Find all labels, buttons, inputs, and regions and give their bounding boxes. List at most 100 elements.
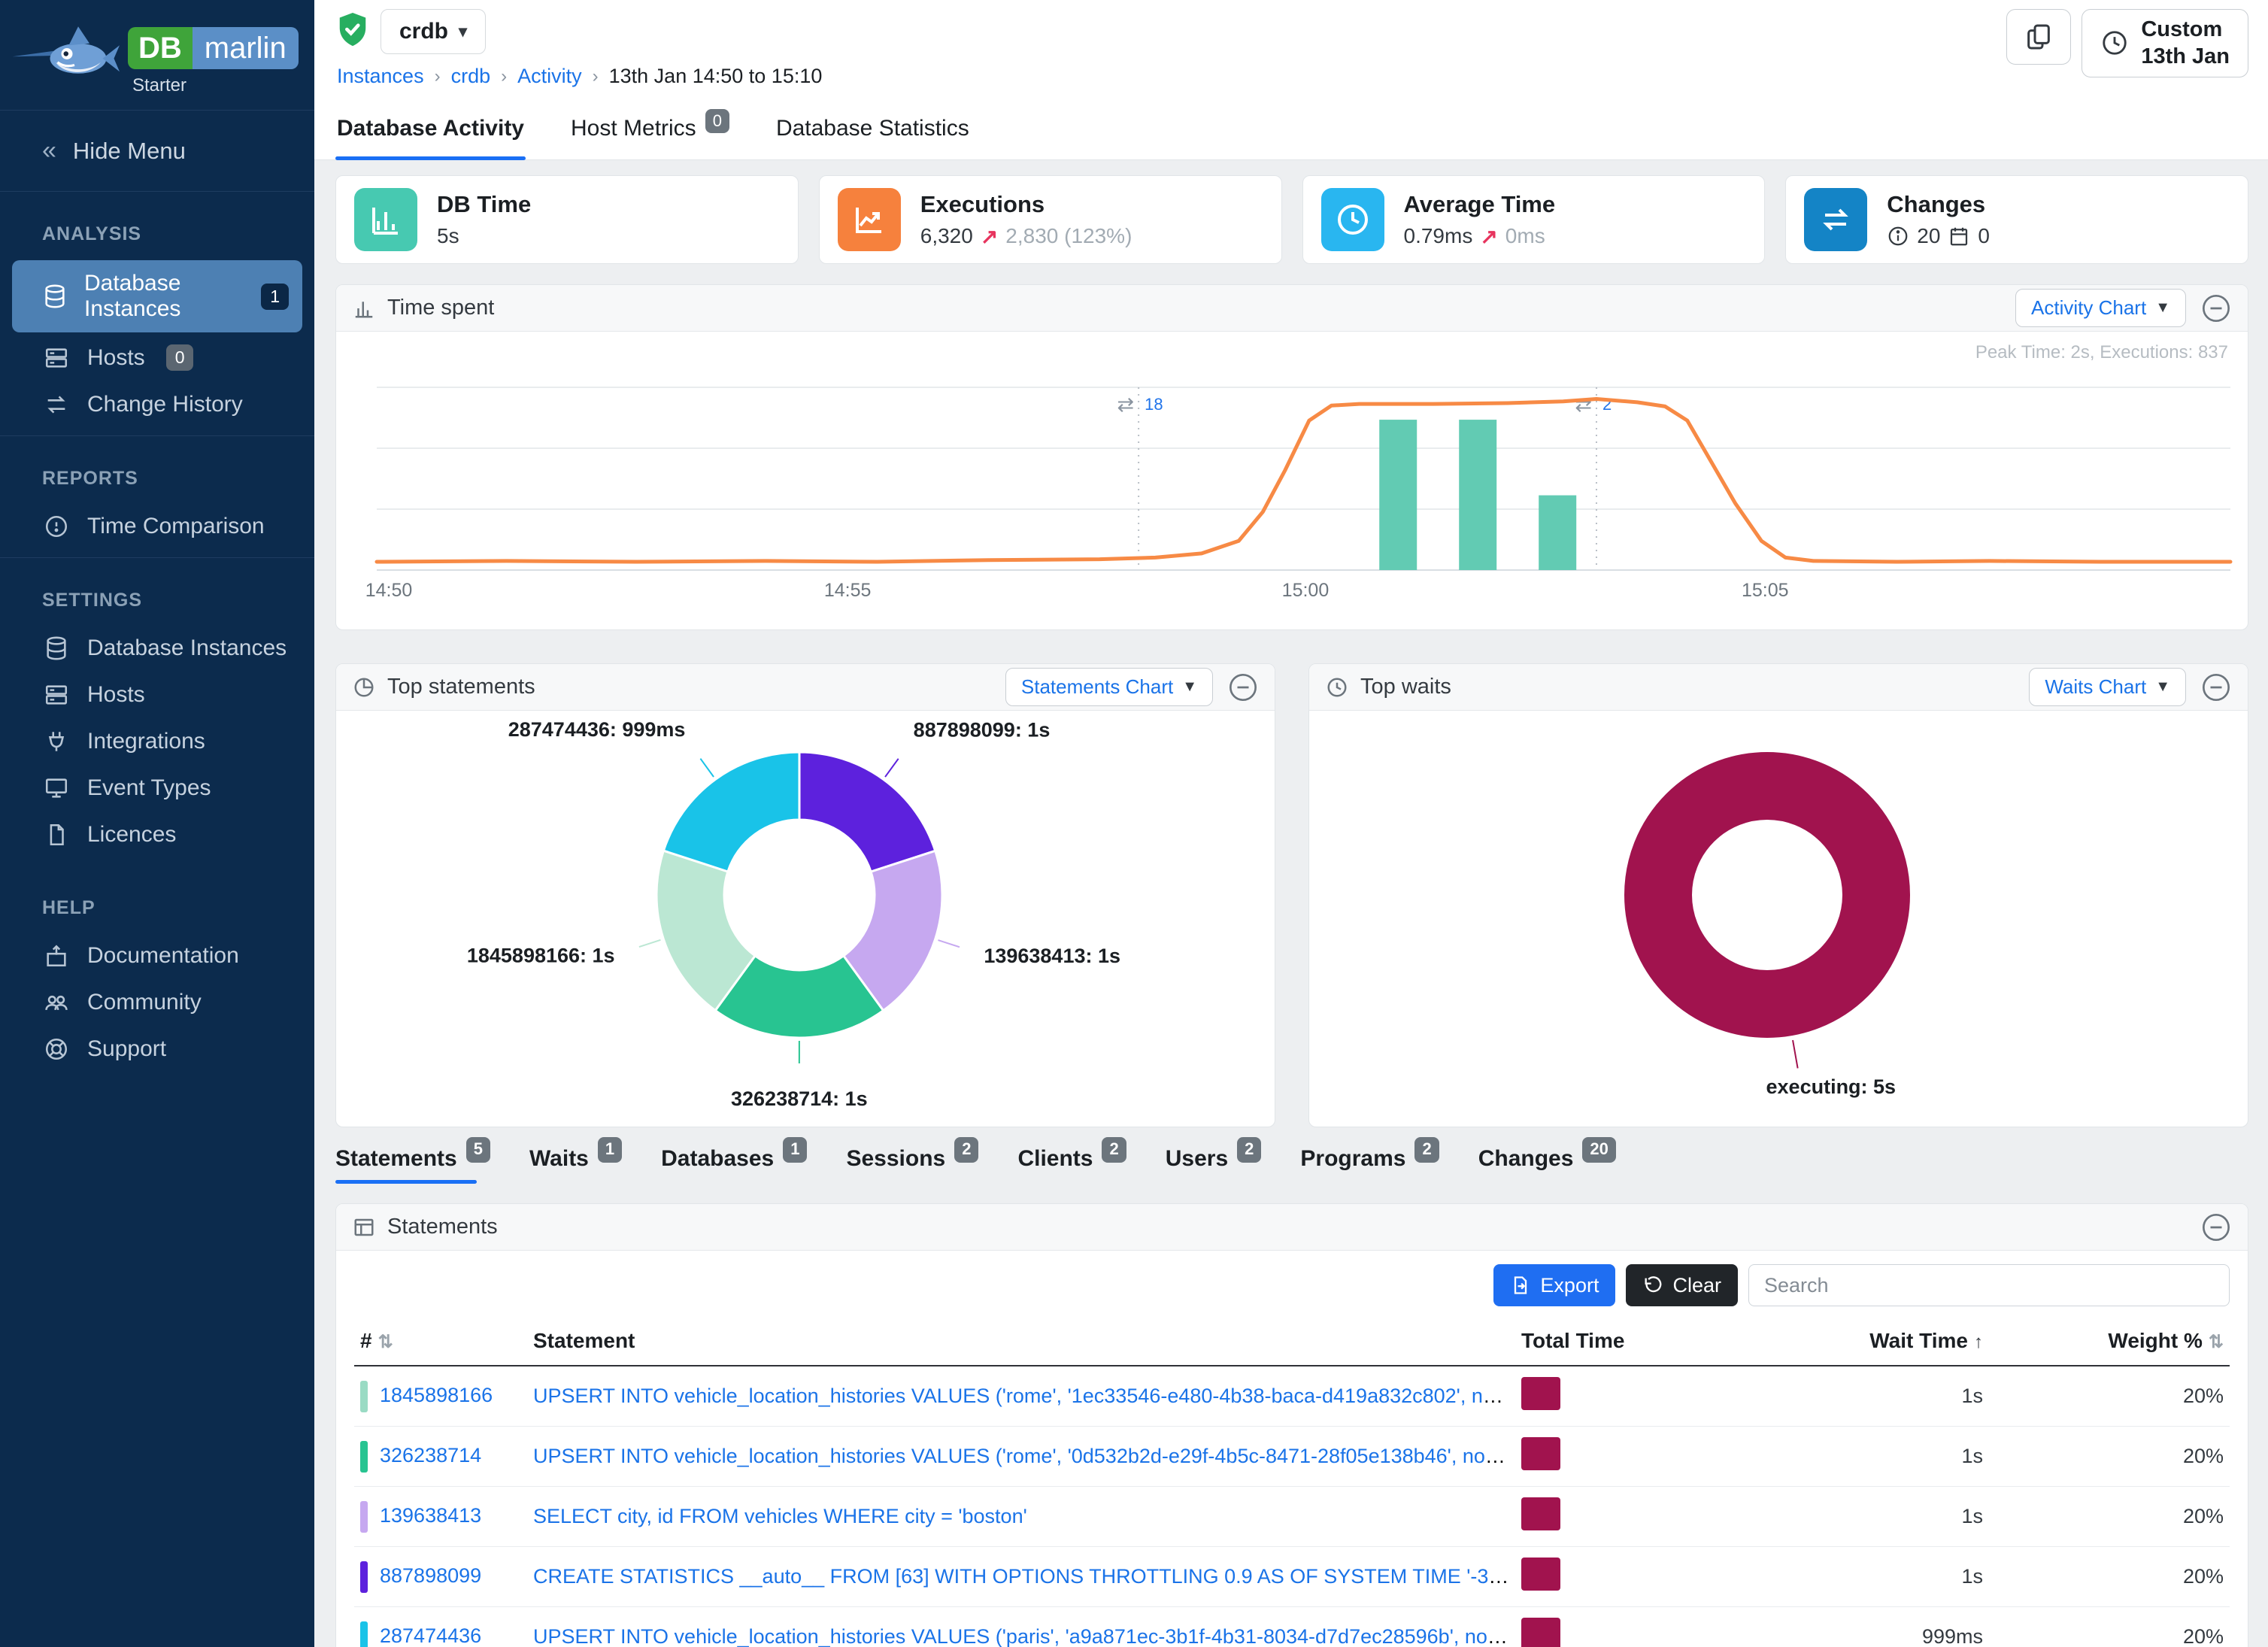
executions-bar[interactable] — [1459, 420, 1497, 570]
activity-chart-dropdown[interactable]: Activity Chart ▼ — [2015, 289, 2186, 327]
breadcrumb-activity[interactable]: Activity — [517, 65, 582, 87]
database-icon — [42, 635, 71, 661]
x-axis-tick: 14:50 — [365, 580, 413, 601]
statement-sql-link[interactable]: CREATE STATISTICS __auto__ FROM [63] WIT… — [533, 1565, 1515, 1588]
chevron-down-icon: ▼ — [2155, 299, 2170, 316]
statement-id-link[interactable]: 1845898166 — [380, 1383, 493, 1406]
table-row: 287474436 UPSERT INTO vehicle_location_hi… — [354, 1606, 2230, 1647]
instance-selector[interactable]: crdb ▾ — [381, 9, 487, 54]
donut-slice-287474436[interactable] — [662, 751, 801, 873]
tab-users[interactable]: Users 2 — [1166, 1137, 1262, 1184]
kpi-db-time: DB Time 5s — [335, 175, 799, 264]
tab-databases[interactable]: Databases 1 — [661, 1137, 808, 1184]
total-time-bar — [1521, 1437, 1560, 1470]
main-area: crdb ▾ Instances › crdb › Activity › 13th Jan … — [314, 0, 2268, 1647]
time-range-button[interactable]: Custom 13th Jan — [2082, 9, 2248, 77]
column-header-total-time: Total Time — [1515, 1317, 1763, 1366]
sidebar-item-change-history[interactable]: Change History — [0, 381, 314, 428]
column-header-weight-[interactable]: Weight % ⇅ — [1989, 1317, 2230, 1366]
activity-chart-svg: ⇄ 18 ⇄ 2 14:50 14:55 15:00 15:05 — [365, 387, 2233, 601]
activity-chart[interactable]: Peak Time: 2s, Executions: 837 ⇄ 18 ⇄ 2 14:5… — [336, 332, 2248, 629]
export-button[interactable]: Export — [1493, 1264, 1616, 1306]
statement-color-chip — [360, 1561, 368, 1593]
donut-slice-executing[interactable] — [1624, 752, 1910, 1038]
logo[interactable]: DB marlin Starter — [0, 0, 314, 110]
brand-marlin: marlin — [192, 27, 299, 69]
donut-slice-887898099[interactable] — [798, 751, 937, 874]
sidebar-item-time-comparison[interactable]: Time Comparison — [0, 503, 314, 550]
breadcrumb-crdb[interactable]: crdb — [450, 65, 491, 87]
tab-database-activity[interactable]: Database Activity — [335, 116, 526, 160]
executions-bar[interactable] — [1539, 495, 1577, 570]
executions-bar[interactable] — [1379, 420, 1418, 570]
change-marker-icon[interactable]: ⇄ — [1117, 393, 1134, 416]
collapse-panel-button[interactable] — [1228, 672, 1258, 702]
change-marker-icon[interactable]: ⇄ — [1575, 393, 1592, 416]
tab-sessions[interactable]: Sessions 2 — [846, 1137, 979, 1184]
statement-id-link[interactable]: 887898099 — [380, 1564, 482, 1587]
sidebar-item-community[interactable]: Community — [0, 979, 314, 1026]
donut-slice-1845898166[interactable] — [655, 849, 757, 1012]
weight-value: 20% — [1989, 1486, 2230, 1547]
waits-chart-dropdown[interactable]: Waits Chart ▼ — [2029, 668, 2186, 706]
count-badge: 20 — [1582, 1137, 1616, 1163]
tab-programs[interactable]: Programs 2 — [1300, 1137, 1439, 1184]
sidebar-item-licences[interactable]: Licences — [0, 811, 314, 858]
sidebar-item-database-instances[interactable]: Database Instances 1 — [12, 260, 302, 332]
statement-id-link[interactable]: 326238714 — [380, 1443, 482, 1467]
count-badge: 0 — [705, 109, 729, 133]
donut-slice-326238714[interactable] — [714, 954, 885, 1039]
tab-changes[interactable]: Changes 20 — [1478, 1137, 1616, 1184]
sidebar-item-integrations[interactable]: Integrations — [0, 718, 314, 765]
trend-up-icon: ↗ — [980, 224, 999, 248]
breadcrumb-instances[interactable]: Instances — [337, 65, 424, 87]
donut-slice-139638413[interactable] — [841, 849, 944, 1012]
tab-statements[interactable]: Statements 5 — [335, 1137, 490, 1184]
collapse-panel-button[interactable] — [2201, 293, 2231, 323]
statement-sql-link[interactable]: UPSERT INTO vehicle_location_histories V… — [533, 1445, 1515, 1467]
clear-button[interactable]: Clear — [1626, 1264, 1738, 1306]
weight-value: 20% — [1989, 1546, 2230, 1607]
column-header-wait-time[interactable]: Wait Time ↑ — [1763, 1317, 1989, 1366]
breadcrumb: Instances › crdb › Activity › 13th Jan 14:50 t… — [337, 65, 822, 88]
sidebar-item-documentation[interactable]: Documentation — [0, 933, 314, 979]
count-badge: 1 — [783, 1137, 808, 1163]
statement-sql-link[interactable]: SELECT city, id FROM vehicles WHERE city… — [533, 1505, 1027, 1527]
bar-chart-icon — [353, 297, 375, 320]
tab-clients[interactable]: Clients 2 — [1017, 1137, 1126, 1184]
statement-sql-link[interactable]: UPSERT INTO vehicle_location_histories V… — [533, 1625, 1515, 1647]
statement-sql-link[interactable]: UPSERT INTO vehicle_location_histories V… — [533, 1385, 1515, 1407]
collapse-left-icon: « — [42, 136, 56, 165]
sidebar-item-hosts[interactable]: Hosts — [0, 672, 314, 718]
plug-icon — [42, 729, 71, 754]
sidebar-item-label: Licences — [87, 822, 177, 847]
column-header--[interactable]: # ⇅ — [354, 1317, 527, 1366]
sidebar-section-reports: REPORTS Time Comparison — [0, 436, 314, 557]
tab-waits[interactable]: Waits 1 — [529, 1137, 623, 1184]
collapse-panel-button[interactable] — [2201, 1212, 2231, 1242]
hide-menu-button[interactable]: « Hide Menu — [0, 111, 314, 191]
sort-icon[interactable]: ↑ — [1974, 1332, 1983, 1352]
sidebar-item-event-types[interactable]: Event Types — [0, 765, 314, 811]
panel-title: Top statements — [387, 675, 535, 699]
table-icon — [353, 1216, 375, 1239]
statement-id-link[interactable]: 287474436 — [380, 1624, 482, 1647]
statement-id-link[interactable]: 139638413 — [380, 1503, 482, 1527]
copy-link-button[interactable] — [2006, 9, 2072, 65]
hosts-icon — [42, 682, 71, 708]
wait-time-value: 1s — [1763, 1366, 1989, 1427]
sidebar-item-hosts[interactable]: Hosts 0 — [0, 334, 314, 381]
sort-icon[interactable]: ⇅ — [2208, 1332, 2224, 1352]
kpi-changes: Changes 20 0 — [1785, 175, 2248, 264]
tab-database-statistics[interactable]: Database Statistics — [775, 116, 969, 141]
hosts-icon — [42, 345, 71, 371]
sort-icon[interactable]: ⇅ — [377, 1332, 393, 1352]
sidebar-item-label: Database Instances — [84, 271, 181, 321]
collapse-panel-button[interactable] — [2201, 672, 2231, 702]
tab-host-metrics[interactable]: Host Metrics 0 — [569, 109, 731, 159]
search-input[interactable] — [1748, 1264, 2230, 1306]
sidebar-item-support[interactable]: Support — [0, 1026, 314, 1072]
statements-chart-dropdown[interactable]: Statements Chart ▼ — [1005, 668, 1213, 706]
sidebar-item-database-instances[interactable]: Database Instances — [0, 625, 314, 672]
weight-value: 20% — [1989, 1366, 2230, 1427]
